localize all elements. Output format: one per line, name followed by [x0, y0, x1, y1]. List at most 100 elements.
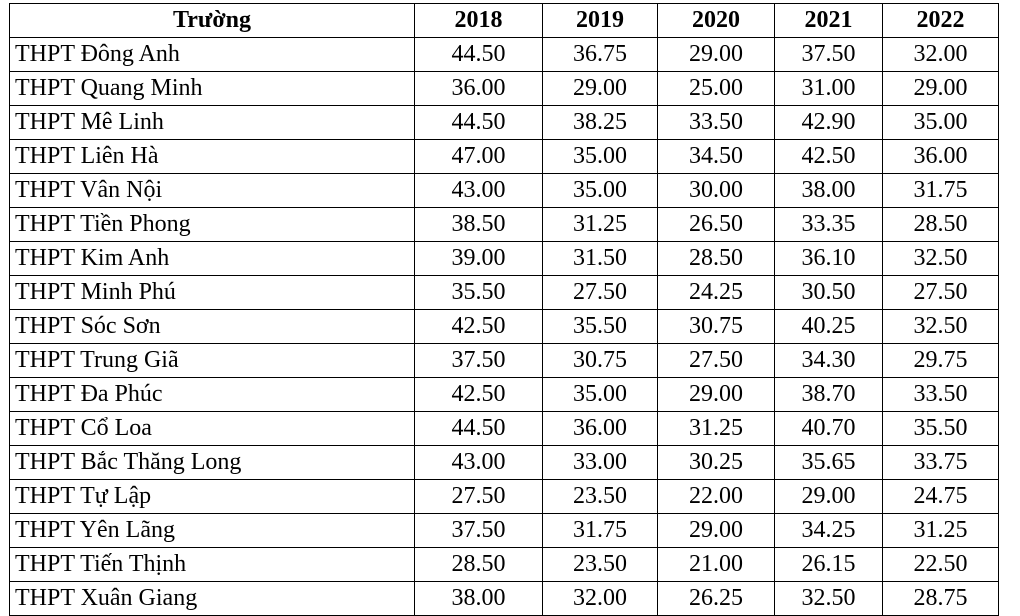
score-cell: 32.00 — [882, 37, 999, 72]
score-cell: 29.75 — [882, 343, 999, 378]
score-cell: 22.50 — [882, 547, 999, 582]
school-name-cell: THPT Đa Phúc — [9, 377, 415, 412]
score-cell: 35.00 — [542, 377, 658, 412]
score-cell: 33.35 — [774, 207, 883, 242]
score-cell: 21.00 — [657, 547, 775, 582]
score-table: Trường 2018 2019 2020 2021 2022 THPT Đôn… — [9, 3, 999, 616]
score-cell: 35.50 — [414, 275, 543, 310]
score-cell: 44.50 — [414, 105, 543, 140]
score-cell: 40.70 — [774, 411, 883, 446]
header-year-2019: 2019 — [542, 3, 658, 38]
score-cell: 31.00 — [774, 71, 883, 106]
table-row: THPT Yên Lãng 37.50 31.75 29.00 34.25 31.25 — [9, 513, 999, 548]
school-name-cell: THPT Sóc Sơn — [9, 309, 415, 344]
score-cell: 38.50 — [414, 207, 543, 242]
score-cell: 35.00 — [542, 139, 658, 174]
score-cell: 44.50 — [414, 411, 543, 446]
score-cell: 38.70 — [774, 377, 883, 412]
score-cell: 35.00 — [882, 105, 999, 140]
score-cell: 33.75 — [882, 445, 999, 480]
school-name-cell: THPT Quang Minh — [9, 71, 415, 106]
score-cell: 32.00 — [542, 581, 658, 616]
score-cell: 30.75 — [657, 309, 775, 344]
score-cell: 42.50 — [414, 377, 543, 412]
score-cell: 42.50 — [414, 309, 543, 344]
score-cell: 22.00 — [657, 479, 775, 514]
score-cell: 28.50 — [882, 207, 999, 242]
score-cell: 23.50 — [542, 547, 658, 582]
score-cell: 38.00 — [774, 173, 883, 208]
school-name-cell: THPT Tự Lập — [9, 479, 415, 514]
score-cell: 32.50 — [882, 241, 999, 276]
school-name-cell: THPT Bắc Thăng Long — [9, 445, 415, 480]
score-cell: 29.00 — [657, 377, 775, 412]
score-cell: 27.50 — [542, 275, 658, 310]
score-cell: 47.00 — [414, 139, 543, 174]
score-cell: 39.00 — [414, 241, 543, 276]
score-cell: 33.50 — [657, 105, 775, 140]
school-name-cell: THPT Vân Nội — [9, 173, 415, 208]
score-cell: 24.25 — [657, 275, 775, 310]
table-row: THPT Bắc Thăng Long 43.00 33.00 30.25 35.65 3… — [9, 445, 999, 480]
score-cell: 35.50 — [542, 309, 658, 344]
header-year-2018: 2018 — [414, 3, 543, 38]
school-name-cell: THPT Liên Hà — [9, 139, 415, 174]
table-row: THPT Xuân Giang 38.00 32.00 26.25 32.50 28.75 — [9, 581, 999, 616]
score-cell: 31.25 — [657, 411, 775, 446]
score-cell: 38.00 — [414, 581, 543, 616]
score-cell: 31.75 — [542, 513, 658, 548]
score-cell: 34.50 — [657, 139, 775, 174]
table-row: THPT Trung Giã 37.50 30.75 27.50 34.30 29.75 — [9, 343, 999, 378]
table-row: THPT Vân Nội 43.00 35.00 30.00 38.00 31.75 — [9, 173, 999, 208]
score-cell: 42.50 — [774, 139, 883, 174]
school-name-cell: THPT Cổ Loa — [9, 411, 415, 446]
header-year-2022: 2022 — [882, 3, 999, 38]
score-cell: 34.30 — [774, 343, 883, 378]
table-row: THPT Cổ Loa 44.50 36.00 31.25 40.70 35.50 — [9, 411, 999, 446]
school-name-cell: THPT Đông Anh — [9, 37, 415, 72]
school-name-cell: THPT Tiền Phong — [9, 207, 415, 242]
score-cell: 30.75 — [542, 343, 658, 378]
score-cell: 27.50 — [414, 479, 543, 514]
score-cell: 33.50 — [882, 377, 999, 412]
score-cell: 43.00 — [414, 445, 543, 480]
school-name-cell: THPT Trung Giã — [9, 343, 415, 378]
score-cell: 32.50 — [774, 581, 883, 616]
school-name-cell: THPT Mê Linh — [9, 105, 415, 140]
header-year-2020: 2020 — [657, 3, 775, 38]
table-row: THPT Tiến Thịnh 28.50 23.50 21.00 26.15 22.50 — [9, 547, 999, 582]
table-row: THPT Đông Anh 44.50 36.75 29.00 37.50 32.00 — [9, 37, 999, 72]
header-school: Trường — [9, 3, 415, 38]
table-row: THPT Minh Phú 35.50 27.50 24.25 30.50 27.50 — [9, 275, 999, 310]
score-cell: 30.50 — [774, 275, 883, 310]
school-name-cell: THPT Xuân Giang — [9, 581, 415, 616]
score-cell: 36.10 — [774, 241, 883, 276]
score-cell: 30.25 — [657, 445, 775, 480]
table-body: THPT Đông Anh 44.50 36.75 29.00 37.50 32.00 TH… — [9, 37, 999, 616]
score-cell: 29.00 — [542, 71, 658, 106]
table-row: THPT Mê Linh 44.50 38.25 33.50 42.90 35.00 — [9, 105, 999, 140]
school-name-cell: THPT Tiến Thịnh — [9, 547, 415, 582]
score-cell: 23.50 — [542, 479, 658, 514]
score-cell: 29.00 — [774, 479, 883, 514]
table-row: THPT Đa Phúc 42.50 35.00 29.00 38.70 33.50 — [9, 377, 999, 412]
score-cell: 36.75 — [542, 37, 658, 72]
table-row: THPT Quang Minh 36.00 29.00 25.00 31.00 29.00 — [9, 71, 999, 106]
score-cell: 29.00 — [657, 513, 775, 548]
table-row: THPT Tiền Phong 38.50 31.25 26.50 33.35 28.50 — [9, 207, 999, 242]
score-cell: 33.00 — [542, 445, 658, 480]
score-cell: 31.25 — [882, 513, 999, 548]
score-cell: 31.50 — [542, 241, 658, 276]
table-row: THPT Kim Anh 39.00 31.50 28.50 36.10 32.50 — [9, 241, 999, 276]
score-cell: 35.65 — [774, 445, 883, 480]
score-cell: 31.25 — [542, 207, 658, 242]
score-cell: 38.25 — [542, 105, 658, 140]
score-cell: 28.50 — [657, 241, 775, 276]
score-cell: 36.00 — [882, 139, 999, 174]
header-row: Trường 2018 2019 2020 2021 2022 — [9, 3, 999, 38]
score-cell: 37.50 — [774, 37, 883, 72]
score-cell: 34.25 — [774, 513, 883, 548]
score-cell: 30.00 — [657, 173, 775, 208]
table-row: THPT Sóc Sơn 42.50 35.50 30.75 40.25 32.50 — [9, 309, 999, 344]
score-cell: 26.50 — [657, 207, 775, 242]
